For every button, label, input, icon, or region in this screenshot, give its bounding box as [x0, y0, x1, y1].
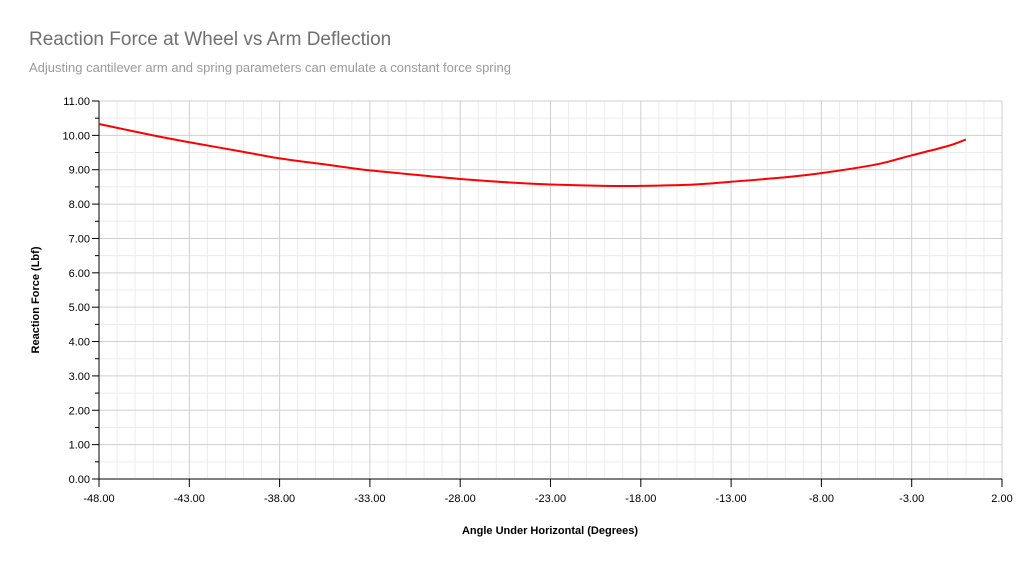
y-tick-label: 1.00	[69, 440, 90, 452]
x-tick-label: -28.00	[445, 493, 476, 505]
x-tick-label: -18.00	[625, 493, 656, 505]
y-tick-label: 4.00	[69, 337, 90, 349]
y-tick-label: 9.00	[69, 165, 90, 177]
major-gridlines	[98, 100, 1003, 480]
y-axis-title: Reaction Force (Lbf)	[30, 246, 42, 353]
x-tick-label: -38.00	[264, 493, 295, 505]
x-tick-label: -33.00	[354, 493, 385, 505]
x-tick-label: -13.00	[715, 493, 746, 505]
y-tick-label: 6.00	[69, 268, 90, 280]
y-tick-label: 8.00	[69, 199, 90, 211]
series-group	[98, 123, 967, 188]
y-tick-label: 3.00	[69, 371, 90, 383]
y-tick-label: 11.00	[63, 96, 90, 108]
y-tick-label: 5.00	[69, 302, 90, 314]
x-tick-label: -23.00	[535, 493, 566, 505]
series-line	[98, 123, 967, 188]
x-tick-label: -43.00	[174, 493, 205, 505]
x-tick-label: 2.00	[991, 493, 1012, 505]
x-axis-ticks: -48.00 -43.00 -38.00 -33.00 -28.00 -23.00 -18.…	[83, 479, 1013, 505]
chart-subtitle: Adjusting cantilever arm and spring para…	[29, 60, 511, 75]
x-tick-label: -3.00	[899, 493, 924, 505]
y-tick-label: 2.00	[69, 405, 90, 417]
y-tick-label: 0.00	[69, 474, 90, 486]
x-tick-label: -8.00	[809, 493, 834, 505]
y-tick-label: 10.00	[62, 130, 90, 142]
x-axis-title: Angle Under Horizontal (Degrees)	[462, 525, 638, 537]
chart-title: Reaction Force at Wheel vs Arm Deflectio…	[29, 29, 392, 50]
y-tick-label: 7.00	[69, 233, 90, 245]
y-axis-ticks: 0.00 1.00 2.00 3.00 4.00 5.00 6.00 7.00 8.00 9.00…	[62, 96, 99, 486]
x-tick-label: -48.00	[83, 493, 114, 505]
